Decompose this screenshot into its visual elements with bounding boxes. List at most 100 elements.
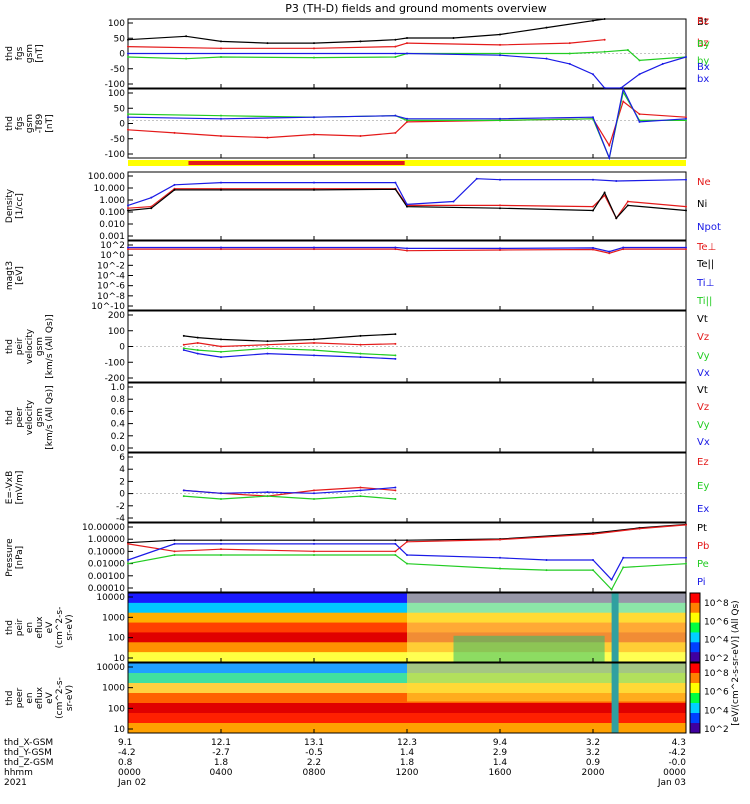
data-point [359,356,362,359]
y-tick-label: 10^-4 [97,272,125,282]
data-point [182,495,185,498]
panel-efield: 6 4 2 0 -2 -4 E=-VxB [mV/m] Ez Ey Ex [5,452,709,524]
data-point [545,569,548,572]
data-point [173,539,176,542]
x-axis-row-label: 2021 [4,778,27,788]
y-tick-label: 50 [114,34,126,44]
panel-temperature: 10^210^010^-210^-410^-610^-810^-10 magt3[… [5,240,716,312]
panel-frame [127,382,687,453]
legend-entry: Pi [697,577,706,588]
y-tick-label: 100 [108,634,125,644]
data-point [313,47,315,50]
y-tick-label: -4 [116,514,125,524]
colorbar-swatch [690,713,700,724]
data-point [394,354,397,357]
y-axis-label: eflux [35,686,45,709]
x-axis-value: 0.9 [586,758,601,768]
panel-density: 100.000 10.000 1.000 0.100 0.010 0.001 Density… [5,171,721,242]
series-line-Bx [127,87,687,161]
y-tick-label: -50 [110,65,125,75]
data-point [685,205,687,208]
data-point [220,135,222,138]
legend-entry: Ti⊥ [696,278,714,289]
data-point [685,248,687,251]
data-point [220,114,222,117]
x-axis-value: 0800 [303,768,326,778]
data-point [685,55,687,58]
y-tick-label: 10^-6 [97,282,125,292]
legend-entry: Ti|| [696,296,712,307]
x-axis-value: 2000 [582,768,605,778]
series-line-by [127,49,687,62]
legend-entry: Vt [697,385,708,396]
data-point [499,556,501,559]
data-point [220,47,222,50]
x-axis-value: -2.7 [212,748,230,758]
data-point [394,486,397,489]
data-point [394,550,397,553]
data-point [603,38,606,41]
y-axis-label: velocity [25,328,35,364]
y-tick-label: -100 [105,80,126,90]
x-axis-value: 2.9 [493,748,508,758]
legend-entry: Npot [697,222,721,233]
data-point [406,36,408,39]
x-axis-value: -0.0 [668,758,686,768]
data-point [685,246,687,249]
data-point [313,248,315,251]
data-point [127,45,129,48]
data-point [685,209,687,212]
data-point [313,133,315,136]
data-point [220,498,222,500]
data-point [406,205,408,208]
x-axis-value: 9.4 [493,738,508,748]
series-line-Bt [127,18,605,44]
data-point [638,73,641,76]
legend-entry: Ey [697,481,709,492]
data-point [313,188,315,191]
data-point [394,246,397,249]
series-line-bz [127,39,605,49]
panel-peir-velocity: 200 100 0 -100 -200 thd peir velocity gsm [km/s (… [5,310,710,384]
data-point [406,249,408,252]
data-point [603,50,606,53]
series-line-Pe [127,554,687,591]
data-point [313,349,315,352]
colorbar-swatch [690,693,700,704]
data-point [394,357,397,360]
data-point [266,42,269,45]
data-point [196,349,199,352]
data-point [685,562,687,565]
data-point [196,336,199,339]
data-point [127,558,129,561]
data-point [313,542,315,545]
data-point [499,204,501,207]
data-point [406,247,408,250]
data-point [406,42,408,45]
data-point [313,341,315,344]
data-point [173,542,176,545]
legend-entry: Ni [697,199,707,210]
data-point [182,349,185,352]
data-point [220,181,222,184]
data-point [127,542,129,545]
data-point [406,554,408,557]
data-point [545,26,548,29]
y-tick-label: -50 [110,135,125,145]
y-axis-label: [mV/m] [15,471,25,505]
data-point [592,246,594,249]
data-point [615,217,618,220]
data-point [196,352,199,355]
data-point [150,207,153,210]
data-point [406,540,408,543]
y-axis-label: eV [45,621,55,634]
x-axis-value: -0.5 [305,748,323,758]
y-tick-label: 1000 [102,613,125,623]
data-point [608,144,611,147]
data-point [592,73,594,76]
data-point [220,40,222,43]
panel-peer-velocity: 1.0 0.8 0.6 0.4 0.2 0.0 thd peer velocity gsm [km/… [5,382,710,454]
colorbar-frame [689,592,701,663]
spectrogram-band [128,713,686,724]
data-point [313,56,315,59]
